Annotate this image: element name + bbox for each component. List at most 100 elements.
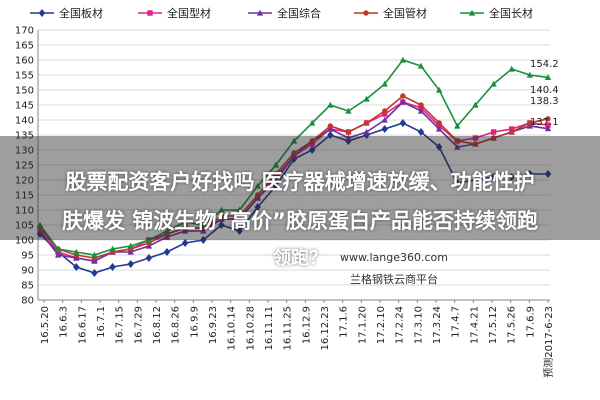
data-point — [36, 227, 44, 234]
x-tick-label: 17.2.10 — [376, 306, 387, 344]
x-tick-label: 17.4.21 — [469, 306, 480, 344]
data-point — [417, 62, 425, 69]
data-point — [468, 9, 476, 16]
end-value-label: 137.1 — [530, 117, 559, 128]
y-tick-label: 155 — [15, 71, 34, 82]
data-point — [273, 171, 279, 177]
data-point — [163, 233, 171, 240]
data-point — [91, 257, 98, 264]
x-tick-label: 16.9.23 — [208, 306, 219, 344]
legend-label: 全国型材 — [167, 6, 211, 20]
data-point — [200, 221, 207, 228]
x-tick-label: 16.9.9 — [189, 306, 200, 338]
data-point — [472, 141, 479, 147]
data-point — [363, 95, 370, 102]
x-tick-label: 17.3.24 — [432, 306, 443, 344]
legend-item: 全国板材 — [30, 6, 103, 20]
legend-item: 全国综合 — [248, 6, 321, 20]
data-point — [399, 56, 407, 63]
data-point — [345, 107, 352, 114]
chart-grid — [38, 29, 550, 301]
x-tick-label: 17.2.24 — [395, 306, 406, 344]
y-tick-label: 145 — [15, 101, 34, 112]
data-point — [290, 152, 298, 159]
y-tick-label: 115 — [15, 191, 34, 202]
data-point — [109, 263, 116, 271]
y-tick-label: 125 — [15, 161, 34, 172]
data-point — [218, 221, 225, 229]
data-point — [181, 218, 189, 225]
x-tick-label: 16.10.14 — [227, 306, 238, 351]
data-point — [309, 138, 315, 144]
data-point — [509, 129, 515, 135]
y-tick-label: 140 — [15, 116, 34, 127]
data-point — [200, 236, 207, 244]
y-tick-label: 100 — [15, 236, 34, 247]
chart-series — [36, 56, 552, 277]
data-point — [454, 138, 460, 144]
x-tick-label: 17.6.9 — [525, 306, 536, 338]
legend-label: 全国板材 — [59, 6, 103, 20]
legend-item: 全国长材 — [460, 6, 533, 20]
data-point — [272, 161, 280, 168]
data-point — [181, 239, 189, 247]
data-point — [472, 176, 479, 184]
legend-label: 全国综合 — [277, 6, 321, 20]
data-point — [91, 251, 98, 258]
data-point — [147, 10, 153, 16]
data-point — [381, 80, 388, 87]
x-tick-label: 17.1.6 — [339, 306, 350, 338]
y-tick-label: 130 — [15, 146, 34, 157]
x-tick-label: 预测2017-6-23 — [542, 306, 555, 378]
data-point — [418, 102, 424, 108]
data-point — [526, 170, 534, 178]
data-point — [327, 125, 334, 132]
data-point — [526, 71, 534, 78]
end-value-label: 138.3 — [530, 96, 559, 107]
x-tick-label: 17.5.12 — [488, 306, 499, 344]
data-point — [127, 248, 134, 255]
end-value-label: 140.4 — [530, 85, 559, 96]
data-point — [382, 111, 388, 117]
data-point — [490, 80, 497, 87]
x-tick-label: 16.5.20 — [40, 306, 51, 344]
x-tick-label: 16.6.17 — [77, 306, 88, 344]
data-point — [127, 260, 134, 268]
overlay-line-2: 肤爆发 锦波生物“高价”胶原蛋白产品能否持续领跑 — [62, 209, 538, 233]
data-point — [145, 254, 153, 262]
x-tick-label: 17.1.20 — [357, 306, 368, 344]
x-tick-label: 17.4.7 — [451, 306, 462, 338]
x-tick-label: 16.6.3 — [59, 306, 70, 338]
data-point — [417, 107, 425, 114]
data-point — [435, 86, 443, 93]
data-point — [399, 119, 407, 127]
y-tick-label: 120 — [15, 176, 34, 187]
data-point — [327, 123, 333, 129]
data-point — [526, 122, 534, 129]
x-tick-label: 17.3.10 — [413, 306, 424, 344]
data-point — [345, 129, 352, 135]
data-point — [508, 65, 515, 72]
data-point — [145, 236, 153, 243]
data-point — [363, 10, 369, 16]
overlay-line-3: 领跑？ — [273, 248, 327, 269]
x-tick-label: 16.7.15 — [115, 306, 126, 344]
data-point — [181, 227, 189, 234]
x-tick-label: 16.7.29 — [133, 306, 144, 344]
y-tick-label: 150 — [15, 86, 34, 97]
y-tick-label: 80 — [21, 296, 34, 307]
data-point — [400, 93, 406, 99]
data-point — [308, 119, 316, 126]
data-point — [454, 122, 461, 129]
data-point — [290, 137, 298, 144]
data-point — [454, 143, 461, 150]
data-point — [109, 245, 116, 252]
data-point — [236, 215, 243, 222]
watermark-site: www.lange360.com — [340, 251, 448, 264]
chart-legend: 全国板材 全国型材 全国综合 全国管材 全国长材 — [30, 6, 533, 20]
x-tick-label: 16.12.23 — [320, 306, 331, 351]
y-tick-label: 160 — [15, 56, 34, 67]
data-point — [218, 213, 225, 219]
